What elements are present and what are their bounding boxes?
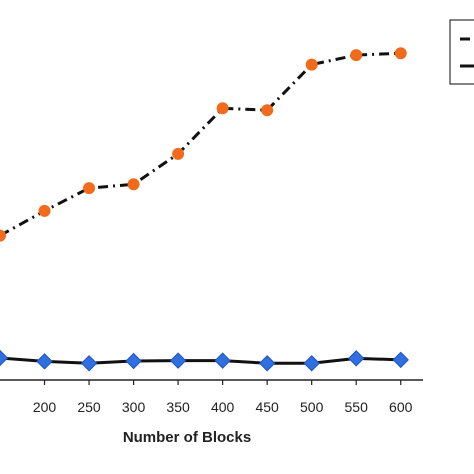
x-tick-labels: 200 250 300 350 400 450 500 550 600 bbox=[33, 399, 413, 415]
series-2-point bbox=[169, 352, 187, 369]
series-1-point bbox=[305, 58, 318, 71]
x-tick-label: 350 bbox=[166, 399, 190, 415]
series-line-1 bbox=[0, 51, 401, 237]
legend bbox=[449, 19, 474, 85]
series-markers bbox=[0, 47, 409, 372]
series-1-point bbox=[261, 104, 274, 117]
series-2-point bbox=[348, 350, 365, 367]
x-tick-label: 250 bbox=[77, 399, 101, 415]
x-tick-label: 400 bbox=[211, 399, 235, 415]
series-2-point bbox=[303, 355, 320, 372]
series-lines bbox=[0, 51, 401, 365]
x-ticks bbox=[43, 380, 402, 385]
series-2-point bbox=[258, 355, 276, 372]
x-tick-label: 300 bbox=[122, 399, 146, 415]
series-2-point bbox=[80, 355, 98, 372]
x-axis-title: Number of Blocks bbox=[123, 429, 251, 446]
series-1-point bbox=[83, 182, 96, 195]
series-1-point bbox=[172, 147, 185, 160]
x-tick-label: 600 bbox=[389, 399, 413, 415]
series-2-point bbox=[214, 352, 231, 369]
x-tick-label: 500 bbox=[300, 399, 324, 415]
series-1-point bbox=[38, 204, 51, 217]
series-2-point bbox=[392, 351, 409, 369]
x-tick-label: 450 bbox=[255, 399, 279, 415]
series-1-point bbox=[394, 47, 407, 60]
series-1-point bbox=[127, 178, 140, 191]
series-1-point bbox=[0, 229, 6, 242]
legend-box bbox=[449, 19, 474, 85]
x-tick-label: 550 bbox=[345, 399, 369, 415]
series-2-point bbox=[0, 349, 9, 367]
series-1-point bbox=[350, 49, 363, 62]
series-2-point bbox=[125, 352, 142, 370]
x-tick-label: 200 bbox=[33, 399, 57, 415]
series-2-point bbox=[36, 353, 53, 370]
series-1-point bbox=[216, 102, 229, 115]
series-line-2 bbox=[0, 356, 401, 365]
